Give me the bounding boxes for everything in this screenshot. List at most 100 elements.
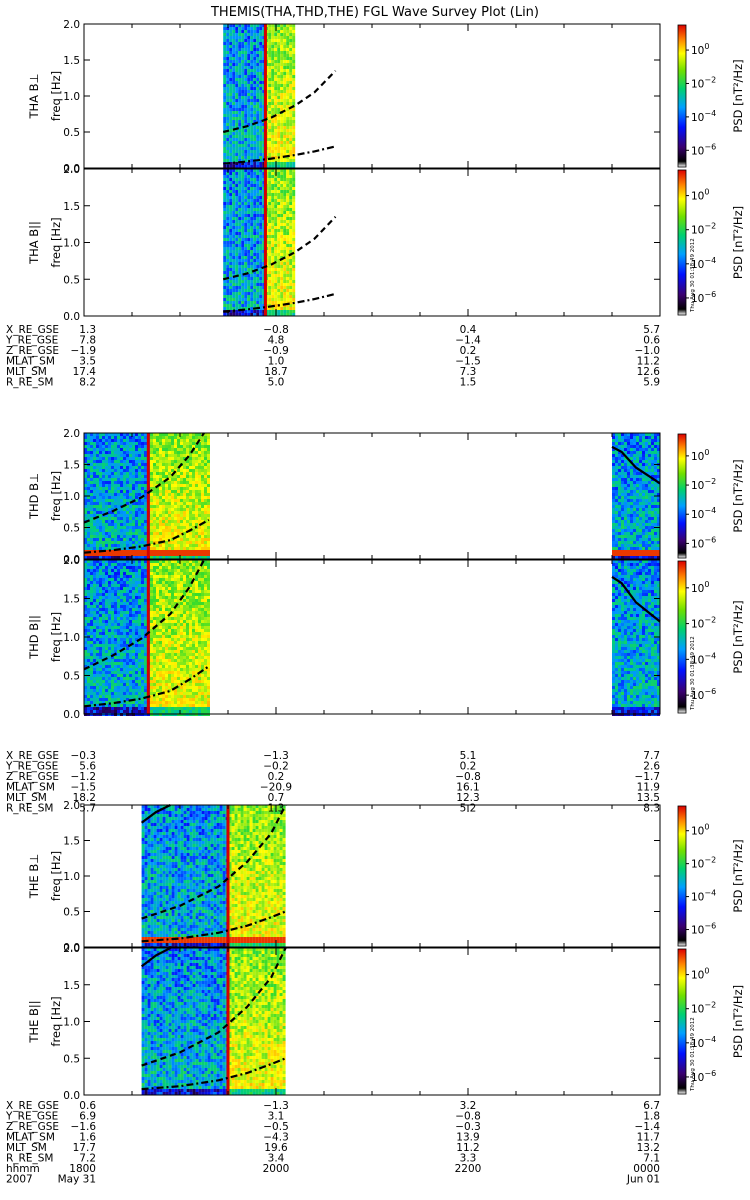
y-tick-label: 1.5	[63, 201, 80, 213]
ephemeris-value: 0.2	[268, 771, 285, 783]
y-tick-label: 1.5	[63, 594, 80, 606]
y-tick-label: 2.0	[63, 555, 80, 567]
panel-label: THD B||	[27, 615, 41, 660]
spectrogram-panel: 0.0 0.5 1.0 1.5 2.0 THD B⊥ freq [Hz] 100 10−2 10−…	[27, 428, 745, 566]
colorbar-tick-label: 100	[691, 448, 709, 463]
y-tick-label: 1.0	[63, 632, 80, 644]
spectral-spike	[263, 169, 267, 316]
spectral-spike	[226, 948, 230, 1095]
dashdot-frequency-curve	[141, 1057, 287, 1091]
ephemeris-value: 8.3	[643, 803, 660, 815]
ephemeris-value: −0.8	[455, 771, 481, 783]
ephemeris-value: −0.8	[455, 1111, 481, 1123]
y-tick-label: 0.5	[63, 274, 80, 286]
spectrogram-data	[612, 433, 660, 559]
colorbar-label: PSD [nT²/Hz]	[731, 59, 745, 132]
ephemeris-value: −4.3	[263, 1132, 289, 1144]
ephemeris-value: 3.5	[79, 356, 96, 368]
solid-frequency-curve	[611, 445, 661, 485]
ephemeris-value: 8.2	[79, 377, 96, 389]
colorbar-tick-label: 100	[691, 42, 709, 57]
dashed-frequency-curve	[141, 804, 287, 920]
ephemeris-value: 3.4	[268, 1153, 285, 1165]
y-tick-label: 0.5	[63, 907, 80, 919]
ephemeris-value: 1.0	[268, 356, 285, 368]
colorbar-tick-label: 10−6	[691, 922, 716, 937]
ephemeris-value: 1.3	[268, 803, 285, 815]
colorbar-tick-label: 10−2	[691, 222, 716, 237]
spectrogram-panel: 0.0 0.5 1.0 1.5 2.0 THA B⊥ freq [Hz] 100 10−2 10−…	[27, 19, 745, 175]
colorbar-tick-label: 10−2	[691, 1001, 716, 1016]
ephemeris-value: 11.7	[637, 1132, 660, 1144]
y-axis-label: freq [Hz]	[49, 471, 63, 521]
ephemeris-value: 0.4	[460, 324, 477, 336]
colorbar-tick-label: 10−4	[691, 109, 716, 124]
y-tick-label: 1.0	[63, 491, 80, 503]
ephemeris-value: −0.8	[263, 324, 289, 336]
x-tick-date: May 31	[58, 1174, 96, 1186]
colorbar-label: PSD [nT²/Hz]	[731, 459, 745, 532]
ephemeris-value: −1.3	[263, 750, 289, 762]
ephemeris-value: 11.2	[637, 356, 660, 368]
ephemeris-value: 12.3	[456, 792, 479, 804]
colorbar-label: PSD [nT²/Hz]	[731, 600, 745, 673]
ephemeris-value: −1.6	[71, 1121, 97, 1133]
x-tick-label: 2000	[263, 1163, 290, 1175]
spectrogram-data	[141, 805, 286, 949]
timestamp: Thu Aug 30 01:38:49 2012	[690, 1017, 696, 1092]
colorbar: 100 10−2 10−4 10−6 PSD [nT²/Hz]	[677, 24, 745, 168]
ephemeris-value: 16.1	[456, 782, 479, 794]
ephemeris-label: X_RE_GSE	[6, 1100, 59, 1112]
panel-frame	[83, 23, 661, 169]
y-tick-label: 0.5	[63, 523, 80, 535]
colorbar-tick-label: 100	[691, 823, 709, 838]
ephemeris-label: MLT_SM	[6, 366, 47, 378]
colorbar-tick-label: 10−4	[691, 889, 716, 904]
ephemeris-value: 11.9	[637, 782, 660, 794]
ephemeris-value: 3.3	[460, 1153, 477, 1165]
ephemeris-value: −1.2	[71, 771, 97, 783]
x-tick-date: Jun 01	[626, 1174, 660, 1186]
ephemeris-value: 5.6	[79, 761, 96, 773]
colorbar-label: PSD [nT²/Hz]	[731, 206, 745, 279]
y-tick-label: 0.5	[63, 127, 80, 139]
ephemeris-value: −1.5	[71, 782, 97, 794]
ephemeris-value: 18.2	[73, 792, 96, 804]
ephemeris-label: Y_RE_GSE	[5, 761, 58, 773]
ephemeris-label: Z_RE_GSE	[6, 1121, 59, 1133]
ephemeris-value: 11.2	[456, 1142, 479, 1154]
x-axis-label-year: 2007	[6, 1174, 33, 1186]
dashed-frequency-curve	[141, 947, 287, 1067]
panel-label: THE B||	[27, 1000, 41, 1043]
colorbar-tick-label: 10−2	[691, 856, 716, 871]
ephemeris-value: 18.7	[264, 366, 287, 378]
ephemeris-value: −1.3	[263, 1100, 289, 1112]
y-tick-label: 1.0	[63, 1017, 80, 1029]
ephemeris-label: MLT_SM	[6, 792, 47, 804]
colorbar-tick-label: 100	[691, 967, 709, 982]
ephemeris-value: 1.3	[79, 324, 96, 336]
x-axis-label-hhmm: hhmm	[6, 1163, 40, 1175]
spectrogram-data	[223, 169, 296, 316]
ephemeris-value: 7.2	[79, 1153, 96, 1165]
x-tick-label: 0000	[633, 1163, 660, 1175]
timestamp: Thu Aug 30 01:38:49 2012	[690, 238, 696, 313]
ephemeris-value: 7.3	[460, 366, 477, 378]
panel-label: THE B⊥	[27, 854, 41, 900]
colorbar-tick-label: 10−6	[691, 142, 716, 157]
ephemeris-value: −1.0	[635, 345, 661, 357]
ephemeris-label: Z_RE_GSE	[6, 771, 59, 783]
ephemeris-value: −20.9	[260, 782, 292, 794]
ephemeris-label: R_RE_SM	[6, 1153, 53, 1165]
dashed-frequency-curve	[83, 432, 205, 524]
y-tick-label: 2.0	[63, 943, 80, 955]
ephemeris-label: X_RE_GSE	[6, 750, 59, 762]
ephemeris-value: 13.2	[637, 1142, 660, 1154]
timestamp: Thu Aug 30 01:38:49 2012	[690, 636, 696, 711]
y-tick-label: 1.0	[63, 871, 80, 883]
ephemeris-value: 5.2	[460, 803, 477, 815]
panel-label: THA B⊥	[27, 73, 41, 119]
